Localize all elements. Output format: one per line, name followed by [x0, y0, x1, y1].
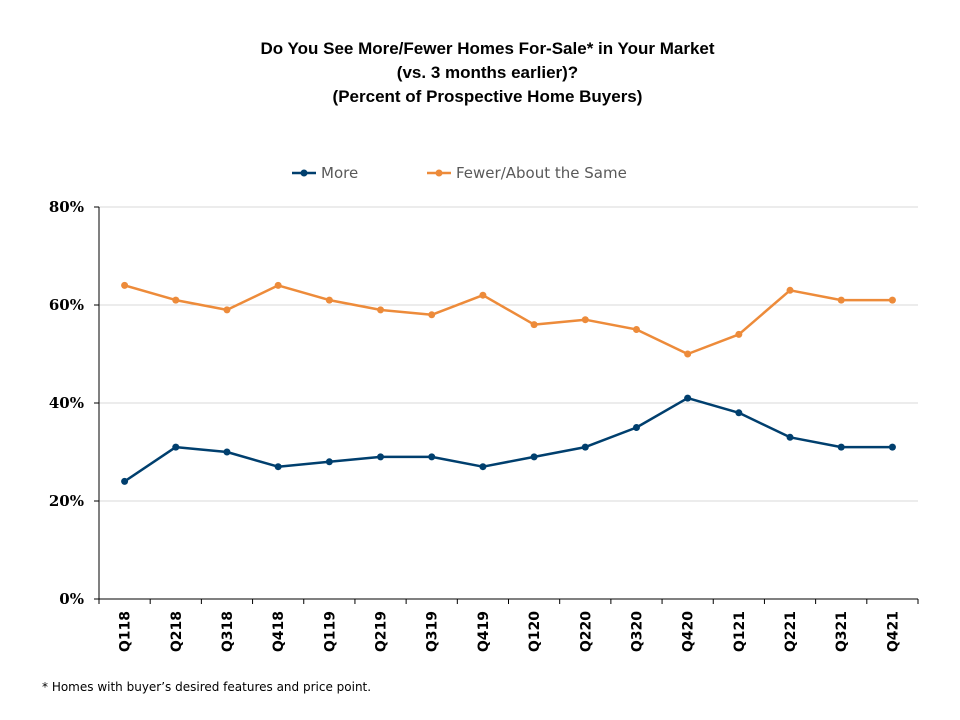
data-point — [428, 453, 436, 461]
data-point — [479, 291, 487, 299]
data-series — [121, 281, 896, 485]
data-point — [479, 463, 487, 471]
chart-title: Do You See More/Fewer Homes For-Sale* in… — [0, 37, 960, 109]
data-point — [735, 409, 743, 417]
x-tick-label: Q121 — [732, 611, 748, 652]
series-line-0 — [123, 396, 893, 483]
data-point — [274, 281, 282, 289]
footnote: * Homes with buyer’s desired features an… — [42, 680, 372, 694]
chart-title-line-1: Do You See More/Fewer Homes For-Sale* in… — [260, 39, 715, 58]
data-point — [786, 286, 794, 294]
data-point — [223, 448, 231, 456]
data-point — [632, 424, 640, 431]
data-point — [223, 306, 231, 314]
data-point — [684, 394, 692, 402]
data-point — [530, 453, 538, 461]
legend-marker-1 — [435, 169, 443, 177]
x-tick-label: Q220 — [578, 611, 594, 652]
x-tick-label: Q321 — [834, 611, 850, 652]
data-point — [274, 463, 282, 471]
data-point — [581, 316, 589, 324]
data-point — [172, 296, 180, 304]
x-tick-label: Q118 — [118, 611, 134, 652]
chart-title-line-3: (Percent of Prospective Home Buyers) — [332, 87, 643, 106]
x-tick-label: Q421 — [885, 611, 901, 652]
data-point — [632, 326, 640, 333]
axes — [94, 206, 919, 604]
series-line-1 — [124, 284, 893, 356]
data-point — [735, 330, 743, 338]
legend-label-1: Fewer/About the Same — [456, 164, 627, 182]
data-point — [684, 350, 692, 358]
data-point — [172, 443, 180, 451]
y-axis-tick-labels: 0% 20% 40% 60% 80% — [49, 198, 84, 608]
x-tick-label: Q120 — [527, 611, 543, 652]
data-point — [325, 458, 333, 466]
legend-label-0: More — [321, 164, 358, 182]
data-point — [786, 433, 794, 441]
gridlines — [99, 206, 918, 502]
data-point — [428, 311, 436, 319]
y-tick-label: 20% — [49, 492, 84, 510]
x-tick-label: Q319 — [425, 611, 441, 652]
data-point — [121, 477, 129, 485]
x-tick-label: Q119 — [322, 611, 338, 652]
data-point — [837, 443, 845, 451]
y-tick-label: 0% — [59, 590, 84, 608]
x-tick-label: Q320 — [629, 611, 645, 652]
x-tick-label: Q219 — [374, 611, 390, 652]
data-point — [377, 306, 385, 314]
x-tick-label: Q419 — [476, 611, 492, 652]
data-point — [888, 443, 896, 451]
data-point — [837, 296, 845, 304]
x-axis-tick-labels: Q118 Q218 Q318 Q418 Q119 Q219 Q319 Q419 Q120 Q220… — [118, 611, 902, 652]
x-tick-label: Q318 — [220, 611, 236, 652]
x-tick-label: Q221 — [783, 611, 799, 652]
y-tick-label: 40% — [49, 394, 84, 412]
y-tick-label: 60% — [49, 296, 84, 314]
x-tick-label: Q218 — [169, 611, 185, 652]
x-tick-label: Q420 — [681, 611, 697, 652]
data-point — [121, 281, 129, 289]
data-point — [888, 296, 896, 304]
data-point — [325, 296, 333, 304]
data-point — [377, 453, 385, 461]
data-point — [581, 443, 589, 451]
x-tick-label: Q418 — [271, 611, 287, 652]
data-point — [530, 321, 538, 329]
y-tick-label: 80% — [49, 198, 84, 216]
legend-marker-0 — [300, 169, 308, 177]
legend: More Fewer/About the Same — [292, 164, 627, 182]
chart-title-line-2: (vs. 3 months earlier)? — [396, 63, 579, 82]
